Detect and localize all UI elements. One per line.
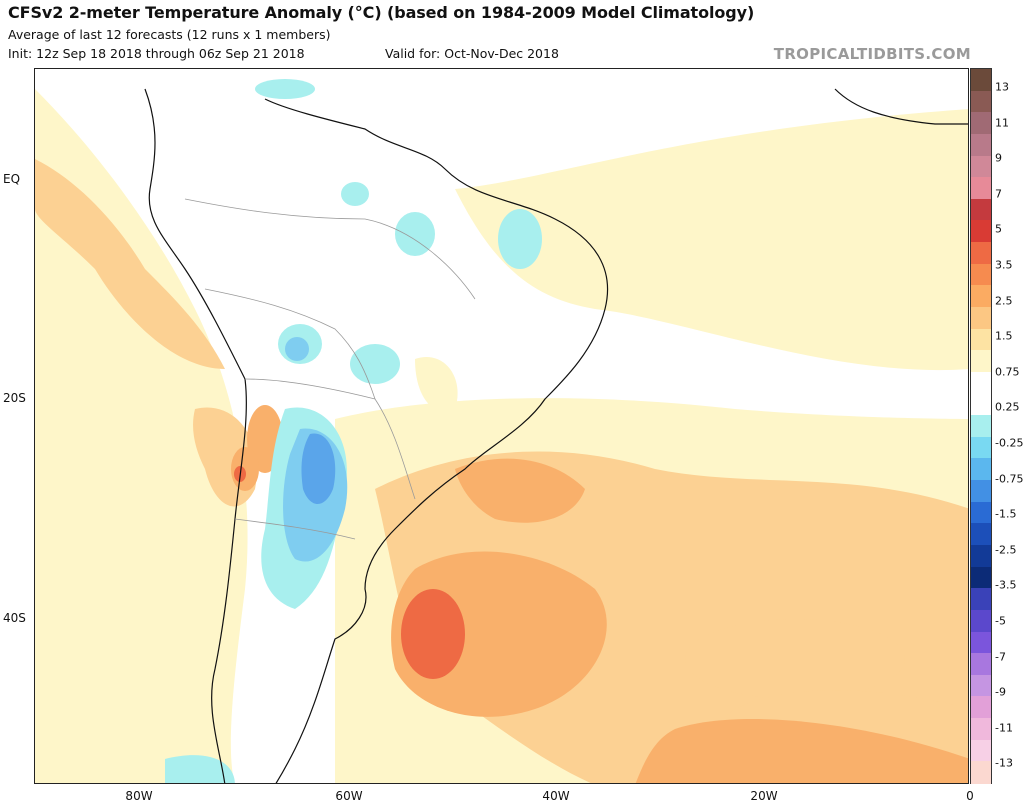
lat-label-20s: 20S — [3, 391, 26, 405]
lon-label-80w: 80W — [125, 789, 153, 803]
lon-label-60w: 60W — [335, 789, 363, 803]
colorbar-swatch — [971, 198, 991, 222]
colorbar-tick-label: -11 — [995, 721, 1013, 735]
colorbar-swatch — [971, 155, 991, 178]
colorbar-tick-label: 13 — [995, 80, 1009, 94]
colorbar-swatch — [971, 393, 991, 416]
lon-label-0: 0 — [966, 789, 974, 803]
colorbar-swatch — [971, 480, 991, 503]
colorbar-swatch — [971, 653, 991, 676]
colorbar-tick-label: -1.5 — [995, 507, 1017, 521]
colorbar-swatch — [971, 177, 991, 200]
anomaly-map — [34, 68, 969, 784]
political-borders — [184, 198, 476, 540]
colorbar-tick-label: -9 — [995, 685, 1006, 699]
valid-period-label: Valid for: Oct-Nov-Dec 2018 — [385, 46, 559, 61]
colorbar-swatch — [971, 545, 991, 568]
brand-watermark: TROPICALTIDBITS.COM — [773, 45, 971, 63]
colorbar-tick-label: -0.25 — [995, 436, 1024, 450]
colorbar-swatch — [971, 371, 991, 395]
colorbar-swatch — [971, 588, 991, 611]
colorbar-tick-label: 3.5 — [995, 258, 1013, 272]
colorbar-swatch — [971, 696, 991, 719]
colorbar-swatch — [971, 69, 991, 92]
colorbar-tick-label: 1.5 — [995, 329, 1013, 343]
map-subtitle: Average of last 12 forecasts (12 runs x … — [8, 27, 331, 42]
colorbar-swatch — [971, 415, 991, 438]
cool-anomaly-strong-fields — [301, 433, 336, 504]
colorbar-swatch — [971, 90, 991, 113]
colorbar-tick-label: 11 — [995, 116, 1009, 130]
colorbar-tick-label: -5 — [995, 614, 1006, 628]
lon-label-20w: 20W — [750, 789, 778, 803]
lat-label-40s: 40S — [3, 611, 26, 625]
colorbar-swatch — [971, 566, 991, 589]
colorbar-swatch — [971, 285, 991, 308]
colorbar-swatch — [971, 112, 991, 135]
colorbar-swatch — [971, 739, 991, 762]
colorbar-tick-label: 9 — [995, 151, 1002, 165]
colorbar-swatch — [971, 307, 991, 330]
colorbar-swatch — [971, 523, 991, 546]
map-canvas — [35, 69, 968, 783]
colorbar-swatch — [971, 674, 991, 698]
colorbar-swatch — [971, 761, 991, 784]
colorbar-swatch — [971, 350, 991, 373]
colorbar-swatch — [971, 263, 991, 286]
colorbar-swatch — [971, 220, 991, 243]
colorbar-swatch — [971, 609, 991, 633]
colorbar-tick-label: 5 — [995, 222, 1002, 236]
colorbar-tick-label: 0.75 — [995, 365, 1020, 379]
colorbar-swatch — [971, 328, 991, 351]
colorbar-tick-label: 2.5 — [995, 294, 1013, 308]
colorbar-swatch — [971, 133, 991, 157]
colorbar-tick-label: -2.5 — [995, 543, 1017, 557]
colorbar-tick-label: -13 — [995, 756, 1013, 770]
colorbar-tick-label: -3.5 — [995, 578, 1017, 592]
colorbar-tick-label: -0.75 — [995, 472, 1024, 486]
colorbar-tick-label: 7 — [995, 187, 1002, 201]
coastline-borders — [144, 88, 968, 783]
init-time-label: Init: 12z Sep 18 2018 through 06z Sep 21… — [8, 46, 305, 61]
colorbar-swatch — [971, 436, 991, 460]
map-title: CFSv2 2-meter Temperature Anomaly (°C) (… — [8, 3, 755, 22]
colorbar-swatch — [971, 501, 991, 524]
colorbar-swatch — [971, 242, 991, 265]
warm-anomaly-peak-fields — [234, 466, 465, 679]
lat-label-eq: EQ — [3, 172, 21, 186]
colorbar-swatch — [971, 631, 991, 654]
lon-label-40w: 40W — [542, 789, 570, 803]
colorbar-swatch — [971, 718, 991, 741]
colorbar-swatch — [971, 458, 991, 481]
colorbar-tick-label: -7 — [995, 650, 1006, 664]
colorbar — [970, 68, 992, 784]
colorbar-tick-label: 0.25 — [995, 400, 1020, 414]
